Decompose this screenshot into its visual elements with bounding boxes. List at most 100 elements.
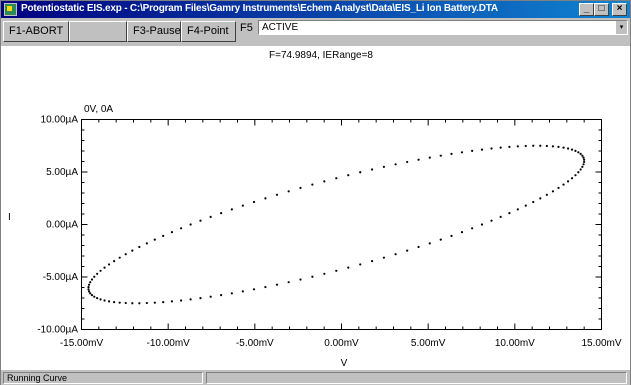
data-point [118,301,121,304]
data-point [138,302,141,305]
data-point [189,298,192,301]
data-point [311,275,314,278]
y-tick-labels: 10.00µA 5.00µA 0.00µA -5.00µA -10.00µA [37,115,78,336]
data-point [508,212,511,215]
data-point [347,266,350,269]
close-button[interactable]: × [612,3,627,16]
data-point [311,183,314,186]
y-axis-label: I [8,212,11,223]
data-point [557,186,560,190]
status-value: ACTIVE [262,22,299,33]
data-point [145,242,148,245]
y-tick-label: 5.00µA [46,167,78,178]
data-point [524,144,527,148]
data-point [107,263,111,266]
f2-blank-button[interactable] [69,21,127,42]
data-point [581,154,584,157]
status-dropdown[interactable]: ACTIVE ▾ [258,20,628,35]
abort-button[interactable]: F1-ABORT [3,21,69,42]
app-icon[interactable] [4,3,17,16]
pause-button[interactable]: F3-Pause [127,21,181,42]
data-point [87,285,90,289]
x-tick-label: 15.00mV [581,338,621,349]
data-point [545,144,548,148]
data-point [199,219,202,222]
data-point [490,147,493,150]
data-point [103,266,106,269]
data-point [93,295,96,298]
data-point [532,200,535,204]
data-point [287,190,290,193]
maximize-button[interactable]: □ [594,3,609,16]
y-tick-label: -10.00µA [37,325,78,336]
data-point [323,180,326,183]
minimize-button[interactable]: _ [579,3,594,16]
data-point [574,149,577,152]
data-point [124,253,127,256]
data-point [87,290,91,293]
data-point [394,253,397,256]
title-bar[interactable]: Potentiostatic EIS.exp - C:\Program File… [1,1,630,18]
x-tick-labels: -15.00mV -10.00mV -5.00mV 0.00mV 5.00mV 10.00… [60,338,622,349]
data-point [90,278,94,281]
origin-annotation: 0V, 0A [84,104,113,115]
data-point [417,245,420,249]
data-point [220,212,223,215]
f5-label: F5 [240,22,253,34]
data-point [264,197,267,200]
data-point [179,227,183,230]
data-point [382,165,386,168]
x-tick-label: -15.00mV [60,338,104,349]
data-point [562,183,565,186]
data-point [179,299,183,302]
data-point [275,283,279,286]
data-point [574,174,577,177]
data-point [524,204,527,207]
y-tick-label: 0.00µA [46,220,78,231]
data-point [562,146,565,149]
frequency-readout: F=74.9894, IERange=8 [269,50,373,61]
data-point [579,168,582,171]
data-point [209,295,212,298]
data-point [89,281,92,284]
data-point [490,219,493,222]
x-tick-label: -5.00mV [236,338,274,349]
x-axis-label: V [341,358,348,368]
data-point [241,290,244,293]
data-point [153,238,156,241]
window-title: Potentiostatic EIS.exp - C:\Program File… [21,3,498,14]
data-point [582,160,586,164]
data-point [539,144,542,147]
data-point [99,298,102,301]
data-point [162,301,165,304]
data-point [335,269,338,272]
data-point [90,293,94,297]
data-point [471,227,474,230]
data-point [471,149,474,152]
point-button[interactable]: F4-Point [181,21,236,42]
data-point [577,171,580,174]
data-point [406,160,409,164]
data-point [113,301,116,304]
dropdown-arrow-icon[interactable]: ▾ [616,21,627,34]
data-point [450,152,453,156]
data-point [170,231,174,234]
plot-frame [81,119,602,330]
data-point [162,234,165,237]
data-point [138,245,141,249]
x-tick-label: -10.00mV [146,338,190,349]
data-points [87,144,586,305]
data-point [460,151,464,154]
data-point [153,301,156,304]
data-point [439,238,442,241]
data-point [170,300,174,303]
data-point [335,177,338,180]
data-point [230,208,233,211]
data-point [87,283,91,286]
data-point [189,223,192,226]
data-point [323,272,326,275]
data-point [394,163,397,166]
data-point [359,263,362,266]
data-point [103,299,106,302]
y-tick-label: 10.00µA [41,115,79,126]
